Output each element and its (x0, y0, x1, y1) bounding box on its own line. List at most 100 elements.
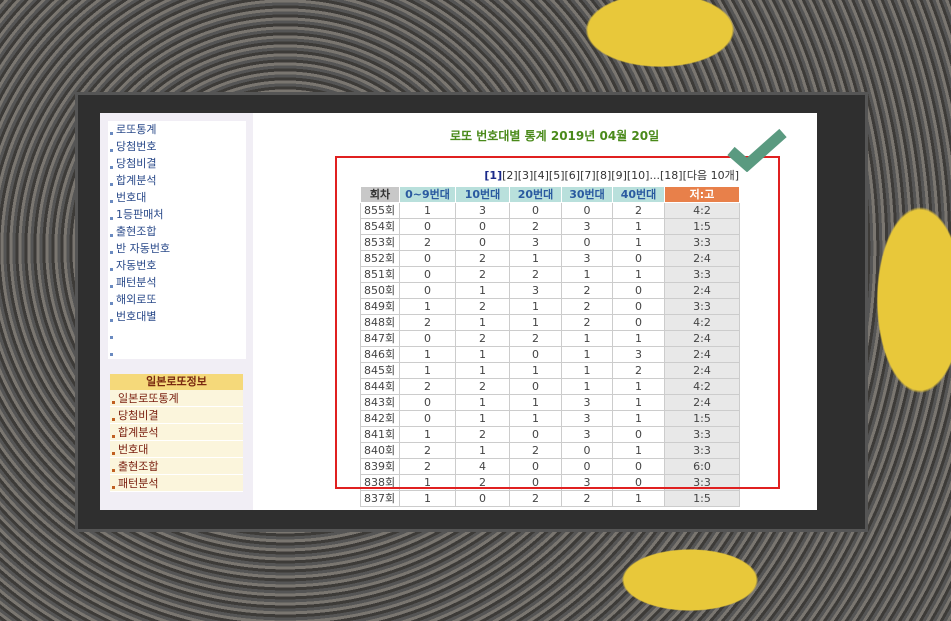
sidebar-item[interactable] (108, 342, 246, 359)
table-cell: 2 (455, 426, 510, 443)
page-link[interactable]: [1] (484, 169, 503, 182)
page-link[interactable]: [6] (564, 169, 581, 182)
table-row: 855회 1 3 0 0 2 4:2 (360, 202, 740, 219)
page-link[interactable]: [다음 10개] (682, 169, 739, 182)
sidebar-item[interactable]: 출현조합 (108, 223, 246, 240)
table-cell: 2 (455, 330, 510, 347)
sidebar-item[interactable] (108, 325, 246, 342)
sidebar-item[interactable]: 자동번호 (108, 257, 246, 274)
table-cell: 847회 (360, 330, 400, 347)
table-cell: 1 (399, 474, 456, 491)
table-cell: 1 (399, 426, 456, 443)
column-header: 40번대 (612, 186, 665, 203)
japan-menu-item[interactable]: 일본로또통계 (110, 390, 243, 407)
page-link[interactable]: [4] (533, 169, 549, 182)
table-cell: 1 (455, 362, 510, 379)
table-cell: 4:2 (664, 314, 740, 331)
table-cell: 1 (509, 298, 562, 315)
table-cell: 2 (455, 250, 510, 267)
table-cell: 3:3 (664, 442, 740, 459)
sidebar-item[interactable]: 당첨비결 (108, 155, 246, 172)
sidebar-item[interactable]: 당첨번호 (108, 138, 246, 155)
table-cell: 1 (399, 346, 456, 363)
japan-menu-item[interactable]: 당첨비결 (110, 407, 243, 424)
page-link: ... (649, 169, 660, 182)
checkmark-icon (727, 128, 787, 172)
table-cell: 1 (561, 346, 613, 363)
table-cell: 2 (399, 314, 456, 331)
page-link[interactable]: [3] (517, 169, 534, 182)
table-cell: 1 (612, 218, 665, 235)
sidebar-item[interactable]: 1등판매처 (108, 206, 246, 223)
table-cell: 2 (399, 458, 456, 475)
pagination: [1][2][3][4][5][6][7][8][9][10]...[18][다… (484, 169, 739, 183)
table-cell: 2 (561, 490, 613, 507)
table-cell: 1 (455, 282, 510, 299)
table-cell: 846회 (360, 346, 400, 363)
sidebar-item[interactable]: 번호대별 (108, 308, 246, 325)
table-cell: 2 (509, 490, 562, 507)
table-cell: 1 (509, 410, 562, 427)
sidebar-item[interactable]: 반 자동번호 (108, 240, 246, 257)
page-link[interactable]: [7] (580, 169, 596, 182)
table-cell: 0 (612, 298, 665, 315)
japan-lotto-menu: 일본로또통계 당첨비결 합계분석 번호대 출현조합 패턴분석 (110, 390, 243, 492)
table-row: 839회 2 4 0 0 0 6:0 (360, 458, 740, 475)
page-link[interactable]: [2] (502, 169, 518, 182)
table-cell: 1 (612, 394, 665, 411)
table-cell: 1 (561, 330, 613, 347)
table-row: 848회 2 1 1 2 0 4:2 (360, 314, 740, 331)
column-header: 30번대 (561, 186, 613, 203)
japan-menu-item[interactable]: 패턴분석 (110, 475, 243, 492)
sidebar-item[interactable]: 패턴분석 (108, 274, 246, 291)
table-cell: 3 (509, 234, 562, 251)
page-link[interactable]: [18] (659, 169, 683, 182)
table-cell: 0 (399, 410, 456, 427)
table-cell: 1 (455, 314, 510, 331)
page-link[interactable]: [10] (626, 169, 650, 182)
sidebar-item[interactable]: 합계분석 (108, 172, 246, 189)
table-cell: 3 (561, 410, 613, 427)
table-cell: 0 (399, 330, 456, 347)
table-cell: 3 (561, 394, 613, 411)
table-cell: 3:3 (664, 266, 740, 283)
page-link[interactable]: [5] (548, 169, 565, 182)
table-cell: 1 (612, 378, 665, 395)
japan-menu-item[interactable]: 출현조합 (110, 458, 243, 475)
table-cell: 0 (455, 218, 510, 235)
table-cell: 849회 (360, 298, 400, 315)
table-cell: 1 (612, 410, 665, 427)
table-cell: 2 (509, 442, 562, 459)
table-cell: 0 (612, 474, 665, 491)
japan-menu-item[interactable]: 번호대 (110, 441, 243, 458)
table-cell: 0 (509, 474, 562, 491)
table-cell: 1 (455, 442, 510, 459)
table-cell: 2 (455, 266, 510, 283)
table-cell: 2 (509, 266, 562, 283)
table-cell: 1 (455, 394, 510, 411)
page-link[interactable]: [8] (595, 169, 612, 182)
table-cell: 0 (509, 378, 562, 395)
table-cell: 0 (509, 346, 562, 363)
table-cell: 843회 (360, 394, 400, 411)
table-cell: 4:2 (664, 378, 740, 395)
table-cell: 1 (399, 298, 456, 315)
table-cell: 2 (612, 202, 665, 219)
table-cell: 2 (399, 442, 456, 459)
table-cell: 2 (561, 314, 613, 331)
table-cell: 1 (612, 234, 665, 251)
table-cell: 838회 (360, 474, 400, 491)
table-row: 837회 1 0 2 2 1 1:5 (360, 490, 740, 507)
page-link[interactable]: [9] (611, 169, 627, 182)
sidebar-item[interactable]: 해외로또 (108, 291, 246, 308)
table-cell: 0 (612, 458, 665, 475)
table-cell: 2:4 (664, 282, 740, 299)
table-cell: 841회 (360, 426, 400, 443)
sidebar-item[interactable]: 로또통계 (108, 121, 246, 138)
table-cell: 0 (399, 282, 456, 299)
sidebar-item[interactable]: 번호대 (108, 189, 246, 206)
japan-menu-item[interactable]: 합계분석 (110, 424, 243, 441)
table-cell: 0 (509, 426, 562, 443)
column-header: 0~9번대 (399, 186, 456, 203)
table-cell: 1 (455, 346, 510, 363)
